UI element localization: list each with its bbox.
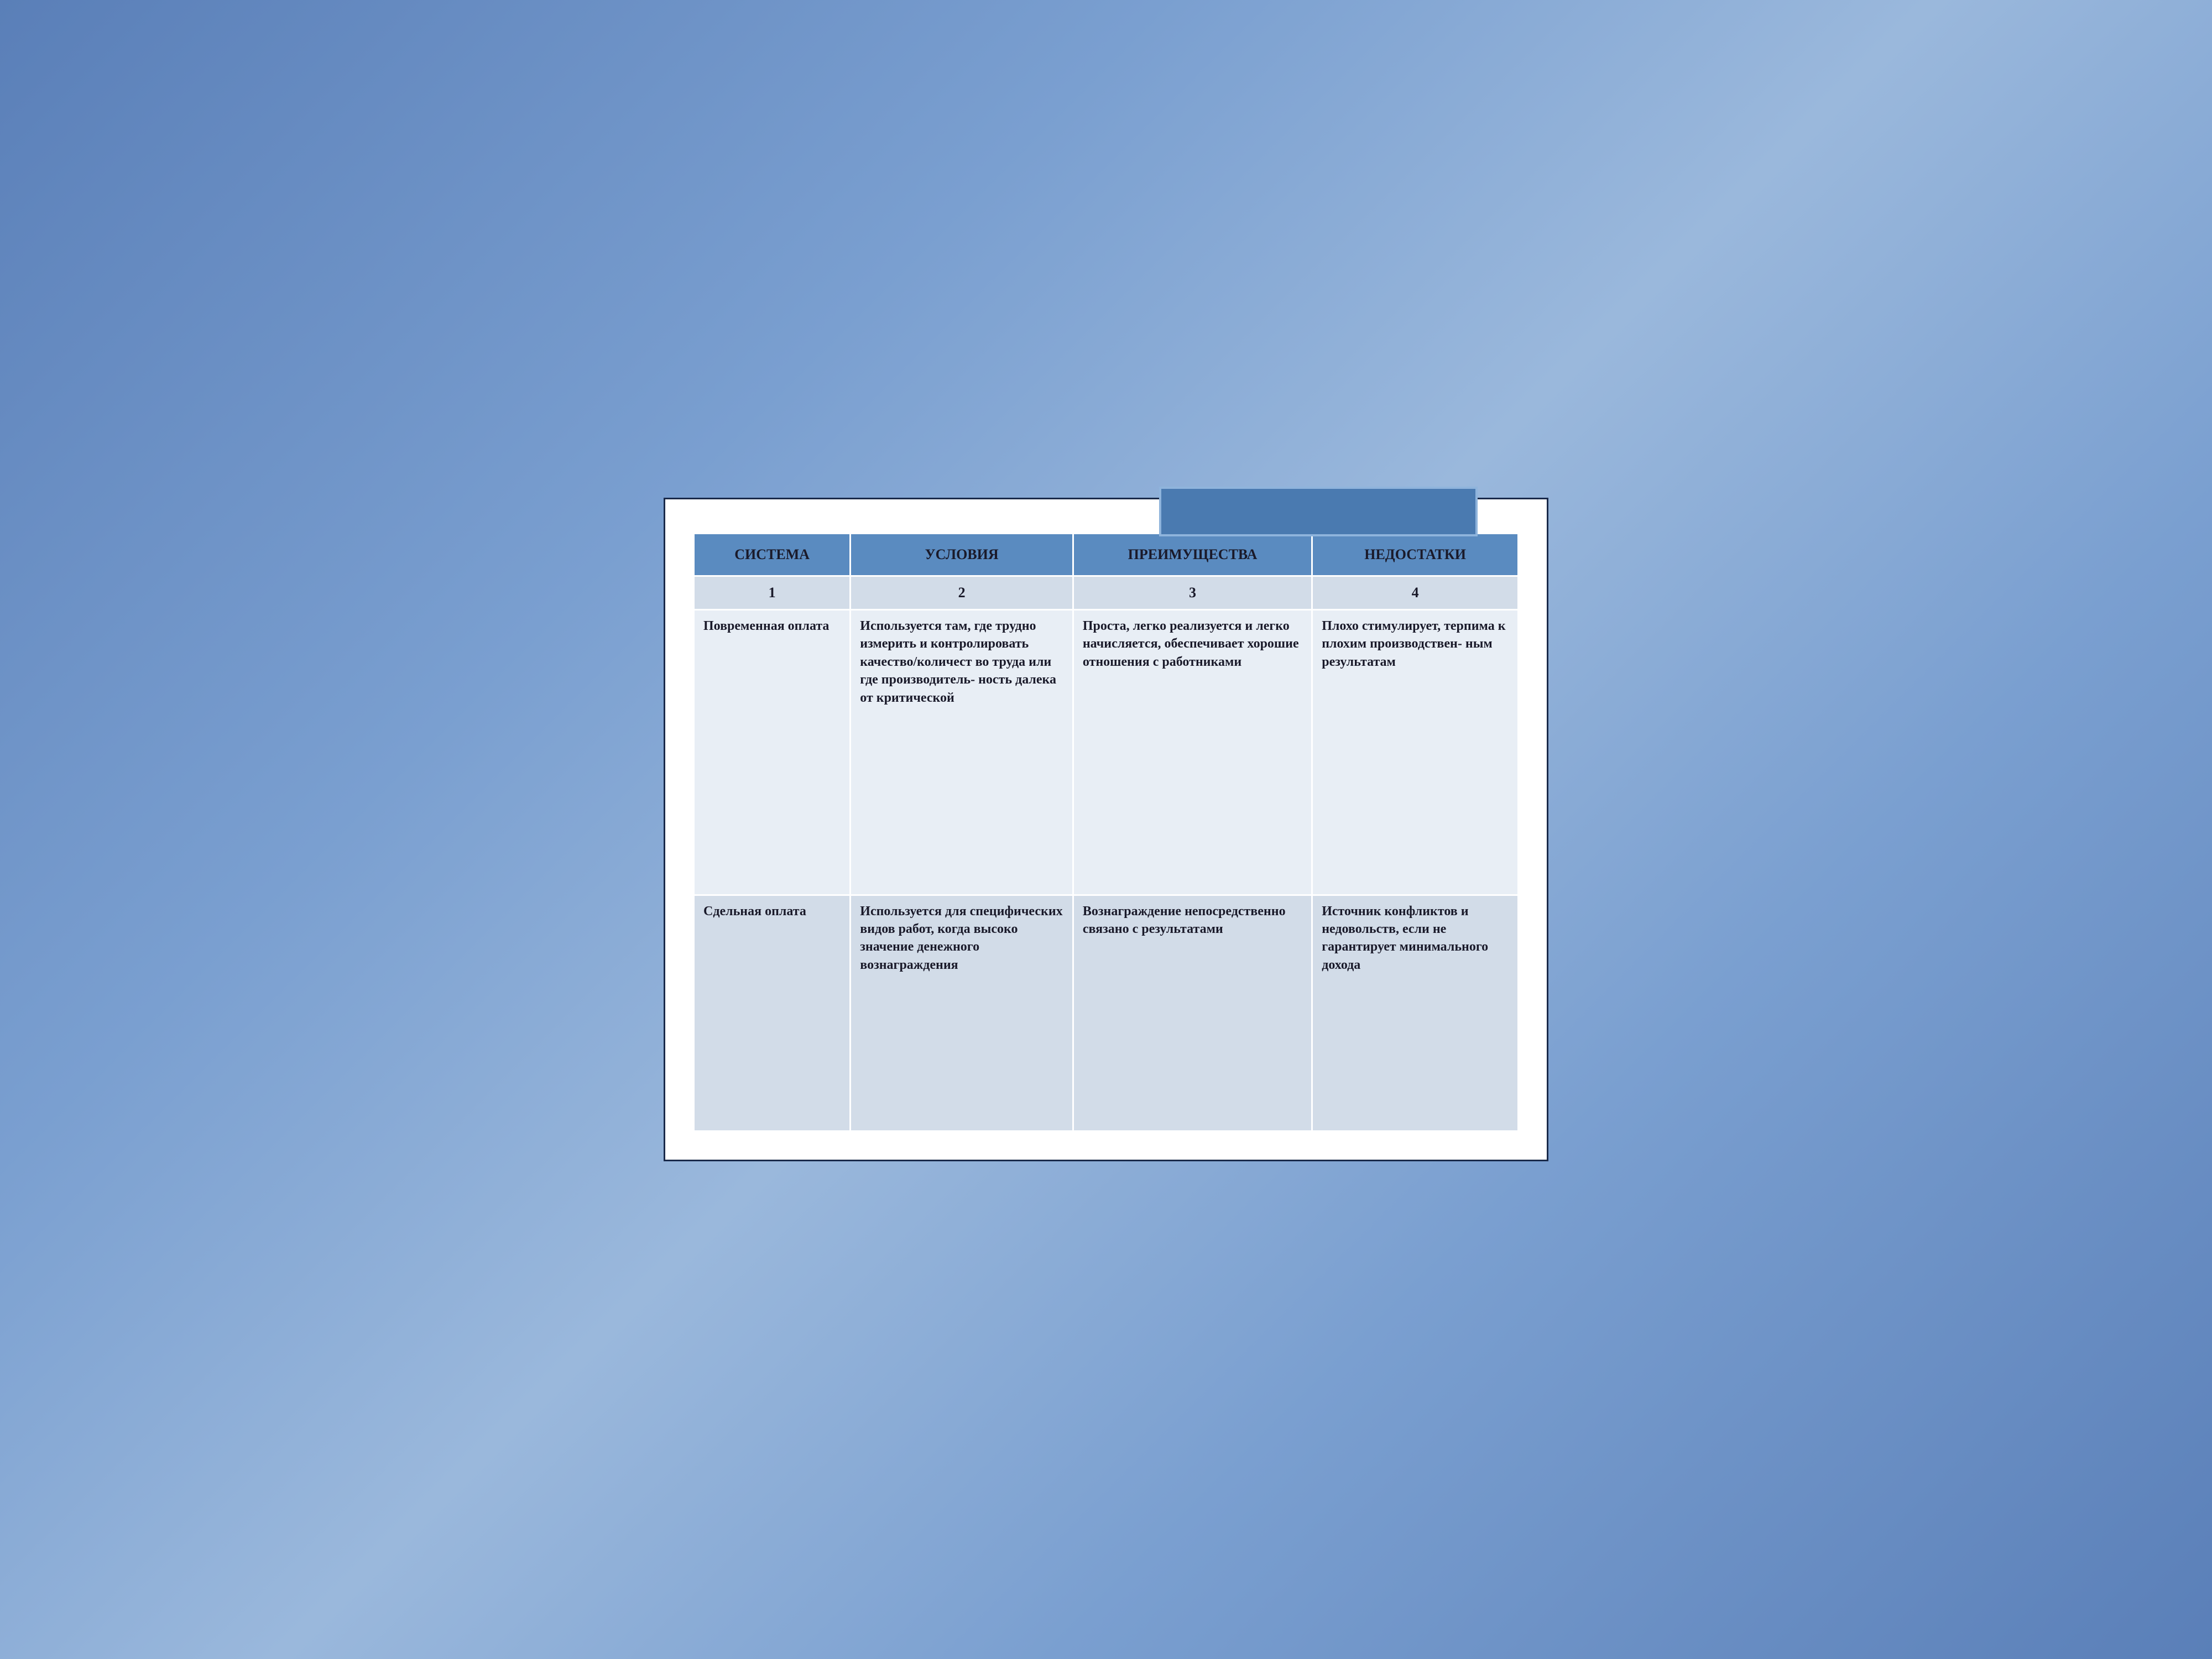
table-header-row: СИСТЕМА УСЛОВИЯ ПРЕИМУЩЕСТВА НЕДОСТАТКИ bbox=[694, 534, 1519, 576]
slide-frame: СИСТЕМА УСЛОВИЯ ПРЕИМУЩЕСТВА НЕДОСТАТКИ … bbox=[664, 498, 1548, 1161]
col-number-2: 2 bbox=[851, 576, 1073, 610]
col-number-1: 1 bbox=[694, 576, 851, 610]
cell-system: Повременная оплата bbox=[694, 610, 851, 895]
table-row: Повременная оплата Используется там, где… bbox=[694, 610, 1519, 895]
cell-conditions: Используется для специфических видов раб… bbox=[851, 895, 1073, 1131]
col-header-disadvantages: НЕДОСТАТКИ bbox=[1312, 534, 1519, 576]
col-header-system: СИСТЕМА bbox=[694, 534, 851, 576]
cell-advantages: Вознаграждение непосредственно связано с… bbox=[1073, 895, 1312, 1131]
col-number-3: 3 bbox=[1073, 576, 1312, 610]
cell-advantages: Проста, легко реализуется и легко начисл… bbox=[1073, 610, 1312, 895]
cell-disadvantages: Источник конфликтов и недовольств, если … bbox=[1312, 895, 1519, 1131]
cell-disadvantages: Плохо стимулирует, терпима к плохим прои… bbox=[1312, 610, 1519, 895]
cell-conditions: Используется там, где трудно измерить и … bbox=[851, 610, 1073, 895]
col-header-advantages: ПРЕИМУЩЕСТВА bbox=[1073, 534, 1312, 576]
col-header-conditions: УСЛОВИЯ bbox=[851, 534, 1073, 576]
decorative-tab bbox=[1159, 487, 1478, 536]
content-box: СИСТЕМА УСЛОВИЯ ПРЕИМУЩЕСТВА НЕДОСТАТКИ … bbox=[664, 498, 1548, 1161]
table-row: Сдельная оплата Используется для специфи… bbox=[694, 895, 1519, 1131]
cell-system: Сдельная оплата bbox=[694, 895, 851, 1131]
payment-systems-table: СИСТЕМА УСЛОВИЯ ПРЕИМУЩЕСТВА НЕДОСТАТКИ … bbox=[693, 533, 1519, 1132]
table-number-row: 1 2 3 4 bbox=[694, 576, 1519, 610]
col-number-4: 4 bbox=[1312, 576, 1519, 610]
